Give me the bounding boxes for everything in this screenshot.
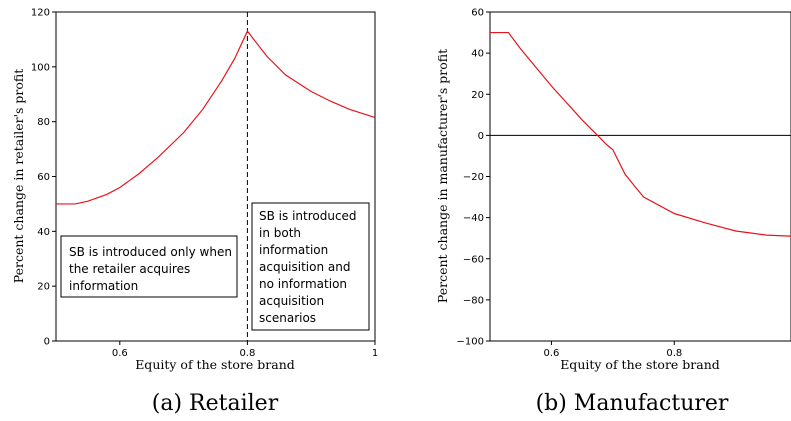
y-tick-label: 0: [478, 131, 484, 142]
annotation-left-line-2: the retailer acquires: [69, 262, 190, 276]
annotation-right-line-4: acquisition and: [259, 260, 350, 274]
y-tick-label: 0: [44, 337, 50, 348]
annotation-box-right: [251, 202, 370, 331]
y-tick-label: 60: [471, 8, 484, 19]
y-tick-label: 20: [471, 90, 484, 101]
y-tick-label: 100: [31, 62, 50, 73]
panel-caption: (b) Manufacturer: [536, 391, 729, 416]
annotation-right-line-3: information: [259, 243, 328, 257]
x-axis-ticks: 0.6 0.8: [543, 341, 682, 359]
annotation-right-line-5: no information: [259, 277, 347, 291]
y-axis-ticks: −100 −80 −60 −40 −20 0 20 40 60: [457, 8, 490, 348]
y-tick-label: 80: [37, 117, 50, 128]
y-tick-label: −60: [463, 254, 484, 265]
series-line: [56, 30, 376, 205]
x-tick-label: 1: [372, 348, 378, 359]
annotation-right-line-7: scenarios: [259, 311, 316, 325]
y-tick-label: 40: [471, 49, 484, 60]
x-tick-label: 0.8: [239, 348, 255, 359]
y-axis-label: Percent change in retailer's profit: [11, 69, 26, 284]
x-tick-label: 0.6: [112, 348, 128, 359]
panel-caption: (a) Retailer: [152, 391, 279, 416]
annotation-left-line-3: information: [69, 279, 138, 293]
y-tick-label: −20: [463, 172, 484, 183]
annotation-right-line-2: in both: [259, 226, 301, 240]
x-axis-label: Equity of the store brand: [560, 357, 720, 372]
x-tick-label: 0.6: [543, 348, 559, 359]
x-axis-ticks: 0.6 0.8 1: [112, 341, 378, 359]
x-axis-label: Equity of the store brand: [135, 357, 295, 372]
y-axis-label: Percent change in manufacturer's profit: [435, 49, 450, 303]
y-tick-label: 40: [37, 227, 50, 238]
x-tick-label: 0.8: [666, 348, 682, 359]
y-tick-label: 20: [37, 282, 50, 293]
annotation-right-line-1: SB is introduced: [259, 209, 357, 223]
plot-frame: [489, 11, 791, 342]
y-tick-label: −100: [457, 337, 484, 348]
y-tick-label: −40: [463, 213, 484, 224]
annotation-right-line-6: acquisition: [259, 294, 324, 308]
annotation-box-left: [60, 235, 238, 298]
y-axis-ticks: 0 20 40 60 80 100 120: [31, 8, 56, 348]
annotation-left-line-1: SB is introduced only when: [69, 245, 232, 259]
y-tick-label: 120: [31, 8, 50, 19]
manufacturer-chart: −100 −80 −60 −40 −20 0 20 40 60 0.6 0.8 Equity of…: [435, 8, 791, 416]
y-tick-label: −80: [463, 295, 484, 306]
series-line: [490, 31, 791, 237]
retailer-chart: 0 20 40 60 80 100 120 0.6 0.8 1 SB is introduced…: [11, 8, 378, 417]
y-tick-label: 60: [37, 172, 50, 183]
